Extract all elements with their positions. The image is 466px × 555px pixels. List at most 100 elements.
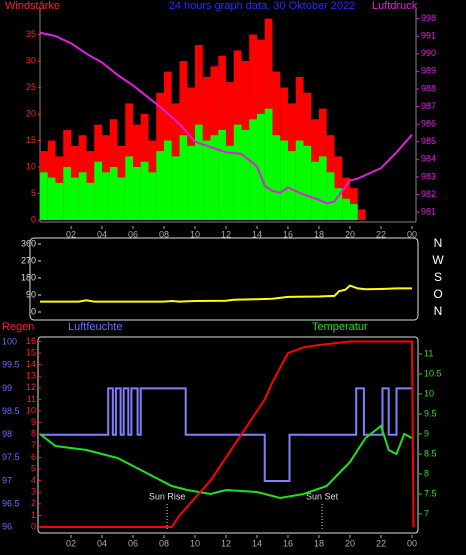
x-tick-label: 08 [159, 229, 169, 239]
wind-bar [311, 161, 319, 220]
y-tick-label: 99 [2, 383, 12, 393]
x-tick-label: 02 [66, 229, 76, 239]
wind-bar [171, 156, 180, 220]
x-tick-label: 22 [376, 538, 386, 548]
y-tick-label: 180 [21, 272, 36, 282]
y-tick-label: 30 [26, 55, 36, 65]
wind-bar [280, 140, 288, 220]
wind-bar [264, 108, 273, 220]
y-tick-label: 25 [26, 82, 36, 92]
x-tick-label: 12 [221, 538, 231, 548]
direction-label: N [434, 236, 443, 250]
y-tick-label: 10 [26, 161, 36, 171]
wind-bar [163, 140, 172, 220]
y-tick-label: 0 [31, 214, 36, 224]
y-tick-label: 984 [421, 154, 436, 164]
wind-bar [132, 167, 141, 220]
y-tick-label: 9 [424, 428, 429, 438]
wind-bar [179, 135, 188, 220]
x-tick-label: 16 [283, 538, 293, 548]
x-tick-label: 00 [407, 538, 417, 548]
y-tick-label: 6 [31, 452, 36, 462]
y-tick-label: 35 [26, 29, 36, 39]
wind-bar [47, 177, 56, 220]
x-tick-label: 10 [190, 538, 200, 548]
wind-label: Windstärke [5, 0, 60, 12]
wind-bar [249, 119, 257, 220]
y-tick-label: 2 [31, 498, 36, 508]
y-tick-label: 360 [21, 238, 36, 248]
series-line [40, 340, 415, 528]
wind-bar [94, 161, 102, 220]
x-tick-label: 18 [314, 538, 324, 548]
x-tick-label: 14 [252, 229, 262, 239]
series-line [39, 31, 413, 205]
series-line [40, 284, 412, 303]
y-tick-label: 100 [2, 337, 17, 347]
y-tick-label: 998 [421, 13, 436, 23]
wind-bar [148, 172, 157, 220]
wind-bar [334, 188, 343, 220]
wind-bar [202, 140, 211, 220]
y-tick-label: 15 [26, 347, 36, 357]
y-tick-label: 991 [421, 31, 436, 41]
y-tick-label: 982 [421, 189, 436, 199]
wind-bar [86, 182, 95, 220]
y-tick-label: 0 [31, 521, 36, 531]
y-tick-label: 981 [421, 206, 436, 216]
y-tick-label: 1 [31, 510, 36, 520]
y-tick-label: 96.5 [2, 498, 20, 508]
x-tick-label: 10 [190, 229, 200, 239]
y-tick-label: 8 [424, 468, 429, 478]
y-tick-label: 270 [21, 255, 36, 265]
wind-bar [210, 135, 219, 220]
wind-bar [318, 156, 327, 220]
x-tick-label: 00 [407, 229, 417, 239]
y-tick-label: 8.5 [424, 448, 437, 458]
y-tick-label: 9.5 [424, 408, 437, 418]
y-tick-label: 986 [421, 118, 436, 128]
wind-bar [117, 177, 126, 220]
y-tick-label: 5 [31, 463, 36, 473]
series-line [40, 387, 414, 482]
wind-bar [101, 172, 110, 220]
wind-bar [357, 209, 366, 220]
y-tick-label: 16 [26, 336, 36, 346]
wind-bar [125, 156, 133, 220]
y-tick-label: 96 [2, 522, 12, 532]
direction-frame [29, 237, 419, 321]
y-tick-label: 987 [421, 101, 436, 111]
y-tick-label: 985 [421, 136, 436, 146]
wind-bar [233, 124, 242, 220]
wind-bar [140, 161, 149, 220]
wind-bar [218, 129, 226, 220]
wind-bar [78, 172, 87, 220]
wind-bar [342, 198, 350, 220]
x-tick-label: 12 [221, 229, 231, 239]
wind-bar [287, 151, 296, 220]
wind-bar [349, 204, 358, 220]
wind-bar [272, 135, 281, 220]
wind-bar [70, 177, 79, 220]
y-tick-label: 13 [26, 371, 36, 381]
x-tick-label: 02 [66, 538, 76, 548]
y-tick-label: 10.5 [424, 368, 442, 378]
y-tick-label: 90 [26, 289, 36, 299]
x-tick-label: 06 [128, 229, 138, 239]
y-tick-label: 97.5 [2, 452, 20, 462]
x-tick-label: 04 [97, 538, 107, 548]
y-tick-label: 990 [421, 48, 436, 58]
y-tick-label: 10 [424, 388, 434, 398]
x-tick-label: 22 [376, 229, 386, 239]
climate-frame [37, 336, 419, 534]
x-tick-label: 20 [345, 538, 355, 548]
y-tick-label: 7 [424, 508, 429, 518]
x-tick-label: 06 [128, 538, 138, 548]
wind-bar [40, 172, 48, 220]
rain-label: Regen [2, 321, 34, 333]
y-tick-label: 97 [2, 475, 12, 485]
direction-label: W [432, 253, 444, 267]
wind-bar [326, 172, 335, 220]
y-tick-label: 988 [421, 83, 436, 93]
